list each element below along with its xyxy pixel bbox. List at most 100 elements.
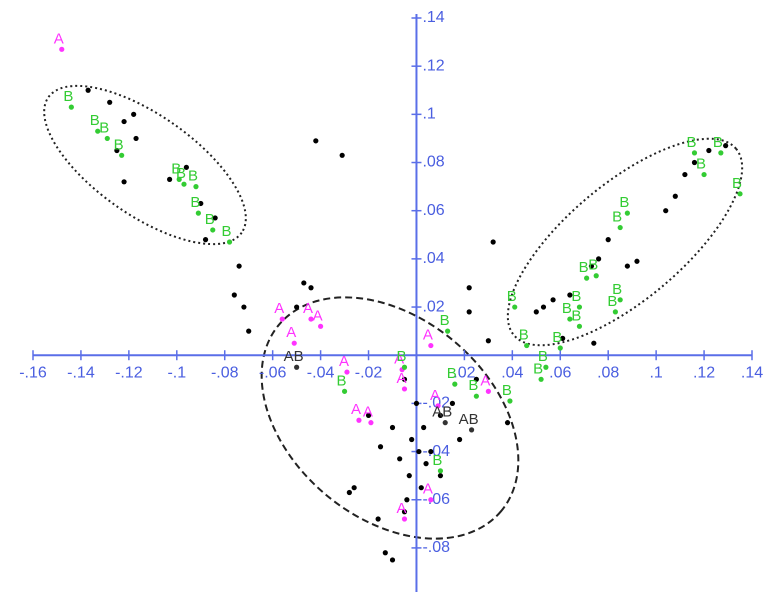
point — [341, 388, 348, 394]
x-tick-label: -.1 — [167, 364, 186, 381]
point-label: A — [394, 351, 404, 368]
point — [413, 400, 420, 406]
point-label: B — [99, 119, 109, 136]
point-label: A — [396, 370, 406, 387]
point — [567, 316, 573, 322]
point — [550, 297, 556, 303]
point — [167, 176, 173, 182]
y-tick-label: .1 — [422, 106, 435, 123]
point — [401, 376, 408, 382]
point-label: B — [607, 293, 617, 310]
point — [442, 420, 448, 426]
point — [351, 485, 357, 491]
point — [567, 292, 573, 298]
point — [195, 210, 201, 216]
point — [346, 489, 352, 496]
point — [421, 424, 427, 431]
point — [397, 456, 403, 462]
x-tick-label: -.02 — [355, 364, 383, 381]
point — [691, 159, 698, 166]
point-label: B — [519, 327, 529, 344]
point — [468, 427, 475, 433]
point — [68, 104, 74, 110]
point — [557, 345, 563, 351]
point — [624, 210, 630, 216]
y-tick-label: .14 — [422, 9, 444, 26]
point — [131, 111, 137, 117]
point — [718, 150, 724, 156]
point-label: B — [571, 288, 581, 305]
point — [593, 273, 599, 279]
point — [401, 364, 408, 370]
point — [584, 275, 590, 281]
point — [624, 263, 630, 269]
point — [121, 118, 127, 125]
point-label: B — [713, 134, 723, 151]
point-label: A — [339, 353, 349, 370]
point — [212, 215, 218, 221]
point — [617, 297, 623, 303]
point — [701, 171, 707, 178]
point — [428, 342, 434, 349]
point — [356, 417, 362, 423]
point-label: B — [502, 382, 512, 399]
point-label: AB — [459, 411, 479, 428]
x-tick-label: .02 — [453, 364, 475, 381]
point — [375, 516, 381, 522]
point-label: B — [63, 88, 73, 105]
point — [617, 224, 623, 231]
point — [344, 369, 350, 375]
point — [576, 323, 583, 329]
point — [301, 280, 307, 286]
point — [198, 200, 204, 207]
point — [121, 179, 127, 185]
point — [389, 424, 396, 431]
x-tick-label: -.08 — [211, 364, 239, 381]
point — [437, 412, 444, 419]
point-label: B — [588, 257, 598, 274]
point-label: B — [696, 156, 706, 173]
point-label: B — [190, 194, 200, 211]
point-label: B — [533, 360, 543, 377]
point — [437, 468, 444, 474]
point-label: A — [54, 30, 64, 47]
point — [473, 376, 479, 382]
series — [85, 87, 729, 563]
point — [401, 386, 408, 392]
point — [512, 304, 518, 310]
point — [291, 340, 297, 346]
point-label: B — [619, 194, 629, 211]
point-label: B — [188, 168, 198, 185]
point-label: A — [313, 307, 323, 324]
point — [560, 335, 566, 341]
point — [737, 191, 743, 197]
point-label: AB — [432, 404, 452, 421]
point-label: B — [171, 160, 181, 177]
point — [418, 485, 424, 491]
point-label: B — [447, 365, 457, 382]
point — [605, 237, 611, 243]
point-label: B — [90, 112, 100, 129]
x-tick-label: -.14 — [67, 364, 95, 381]
point-label: A — [480, 372, 490, 389]
point — [723, 143, 729, 149]
point — [368, 420, 374, 426]
y-tick-label: -.06 — [422, 491, 450, 508]
x-tick-label: -.16 — [19, 364, 47, 381]
x-tick-label: .08 — [597, 364, 619, 381]
point-label: B — [432, 452, 442, 469]
point — [95, 128, 101, 134]
point-label: A — [303, 300, 313, 317]
point — [691, 150, 698, 156]
point-label: B — [579, 259, 589, 276]
point — [401, 516, 408, 522]
point — [416, 448, 422, 455]
x-tick-label: -.04 — [307, 364, 335, 381]
point — [183, 164, 189, 170]
point — [504, 420, 511, 426]
x-tick-label: .06 — [549, 364, 571, 381]
point-label: B — [686, 134, 696, 151]
point — [119, 152, 125, 158]
